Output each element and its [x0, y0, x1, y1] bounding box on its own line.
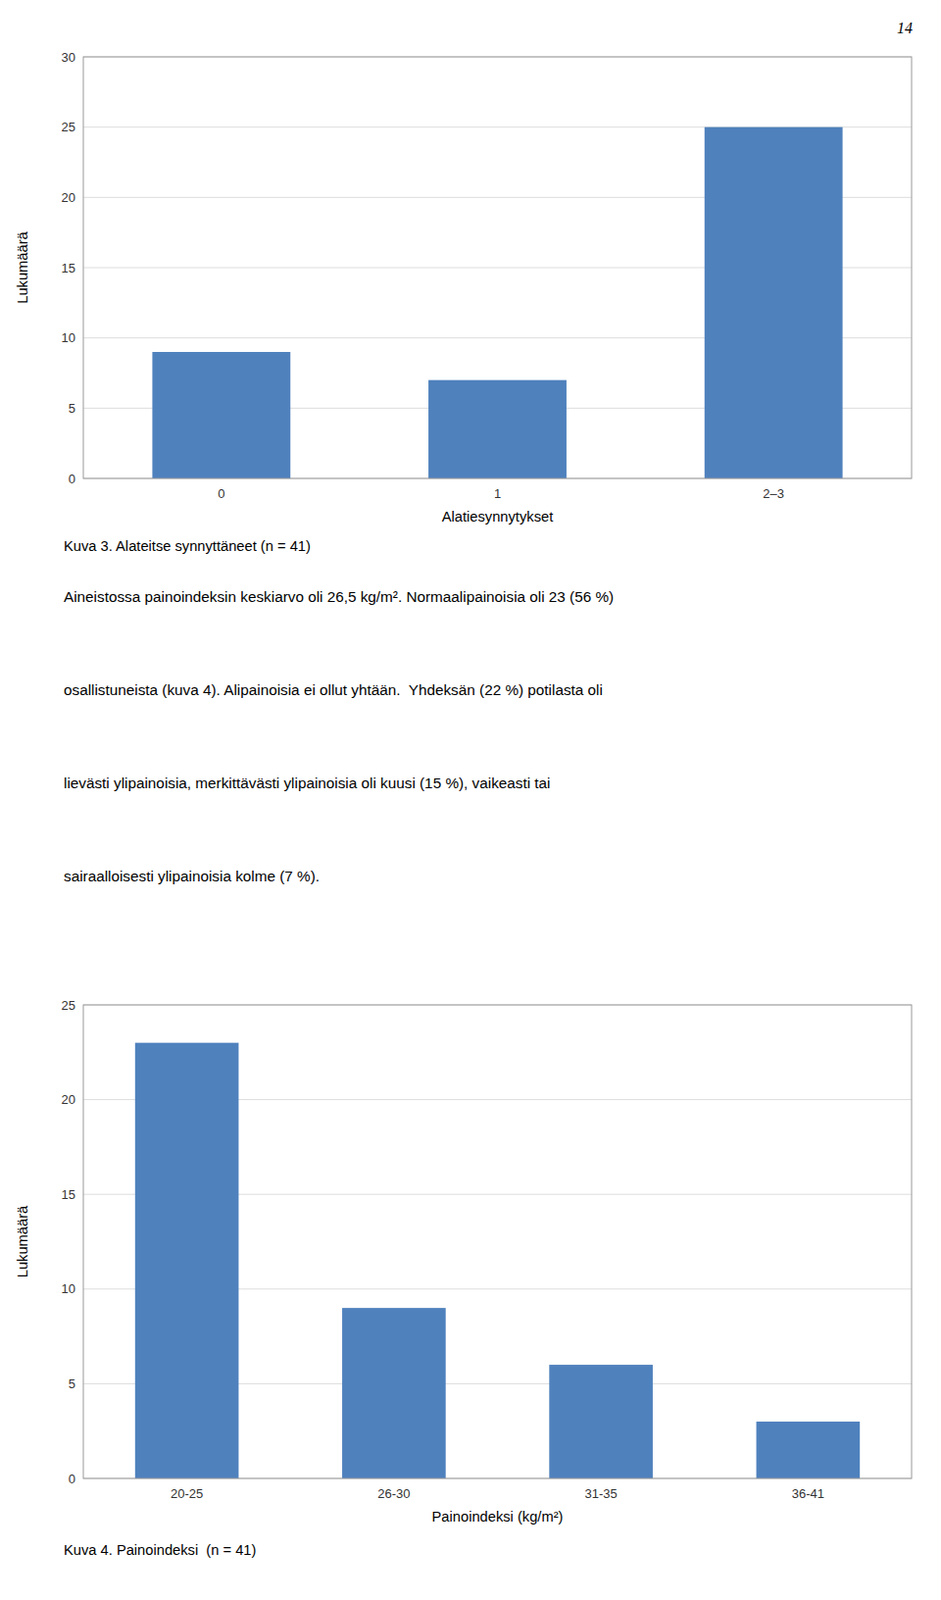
y-tick-label: 15	[61, 260, 76, 276]
chart: 0 5 10 15 20 25 30 0 1 2–3 Alatiesynnytykset Lukumä…	[14, 49, 912, 555]
body-text: Aineistossa painoindeksin keskiarvo oli …	[63, 588, 614, 605]
x-tick-label: 20-25	[170, 1485, 203, 1501]
page: 14 Aineistossa painoindeksin keskiarvo ol…	[0, 0, 941, 1600]
caption: Kuva 4. Painoindeksi (n = 41)	[63, 1541, 256, 1558]
body-text: osallistuneista (kuva 4). Alipainoisia e…	[63, 681, 603, 698]
bar	[704, 127, 843, 479]
bar	[135, 1042, 240, 1479]
chart: 0 5 10 15 20 25 20-25 26-30 31-35 36-41 Painoindek…	[14, 997, 912, 1559]
caption: Kuva 3. Alateitse synnyttäneet (n = 41)	[63, 538, 311, 554]
y-tick-label: 15	[61, 1187, 76, 1202]
x-tick-label: 1	[494, 486, 501, 501]
y-tick-label: 20	[61, 1091, 76, 1107]
plot-frame	[83, 56, 912, 479]
body-text: lievästi ylipainoisia, merkittävästi yli…	[63, 774, 551, 792]
bar	[548, 1364, 653, 1479]
y-tick-label: 5	[68, 400, 76, 416]
body-text: sairaalloisesti ylipainoisia kolme (7 %)…	[63, 867, 320, 885]
x-tick-label: 31-35	[585, 1485, 618, 1501]
bar	[342, 1307, 446, 1479]
x-axis-label: Alatiesynnytykset	[442, 508, 553, 525]
y-tick-label: 0	[68, 471, 76, 487]
x-tick-label: 36-41	[792, 1485, 825, 1501]
y-tick-label: 25	[61, 997, 76, 1013]
y-axis-label: Lukumäärä	[14, 1204, 31, 1278]
y-tick-label: 10	[61, 1281, 76, 1296]
y-tick-label: 20	[61, 190, 76, 205]
y-axis-label: Lukumäärä	[14, 230, 31, 303]
bars	[135, 1042, 860, 1479]
bar	[151, 351, 291, 479]
y-tick-label: 30	[61, 49, 76, 65]
y-tick-label: 0	[68, 1471, 76, 1486]
y-tick-label: 5	[68, 1376, 76, 1391]
x-tick-label: 2–3	[762, 486, 785, 501]
x-tick-label: 0	[217, 486, 225, 501]
x-axis-label: Painoindeksi (kg/m²)	[432, 1508, 564, 1525]
y-tick-label: 10	[61, 330, 76, 346]
bar	[756, 1421, 861, 1479]
bar	[428, 380, 567, 479]
y-tick-label: 25	[61, 119, 76, 135]
x-tick-label: 26-30	[377, 1485, 410, 1501]
page-number: 14	[896, 19, 913, 37]
plot-frame	[83, 1004, 912, 1479]
bars	[151, 127, 842, 479]
